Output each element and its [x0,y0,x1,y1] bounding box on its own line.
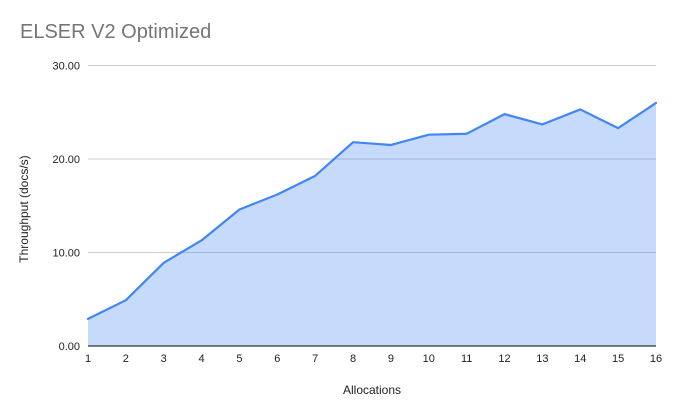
x-tick-label: 3 [161,353,167,365]
x-tick-label: 2 [123,353,129,365]
x-tick-label: 1 [85,353,91,365]
y-tick-label: 10.00 [52,248,80,260]
area-fill [88,102,656,347]
x-tick-label: 7 [312,353,318,365]
x-axis-title: Allocations [342,383,402,397]
x-tick-label: 12 [498,353,510,365]
x-tick-label: 8 [350,353,356,365]
x-tick-label: 13 [536,353,548,365]
x-tick-label: 16 [650,353,662,365]
x-tick-label: 14 [574,353,586,365]
x-tick-label: 4 [199,353,205,365]
y-tick-label: 20.00 [52,154,80,166]
y-tick-label: 0.00 [59,341,80,353]
x-tick-label: 11 [461,353,472,365]
x-tick-label: 10 [423,353,435,365]
x-tick-label: 9 [388,353,394,365]
x-tick-label: 15 [612,353,624,365]
x-tick-label: 5 [236,353,242,365]
x-tick-label: 6 [274,353,280,365]
chart-title: ELSER V2 Optimized [20,21,212,43]
y-tick-label: 30.00 [52,61,80,73]
series-line [86,101,658,320]
